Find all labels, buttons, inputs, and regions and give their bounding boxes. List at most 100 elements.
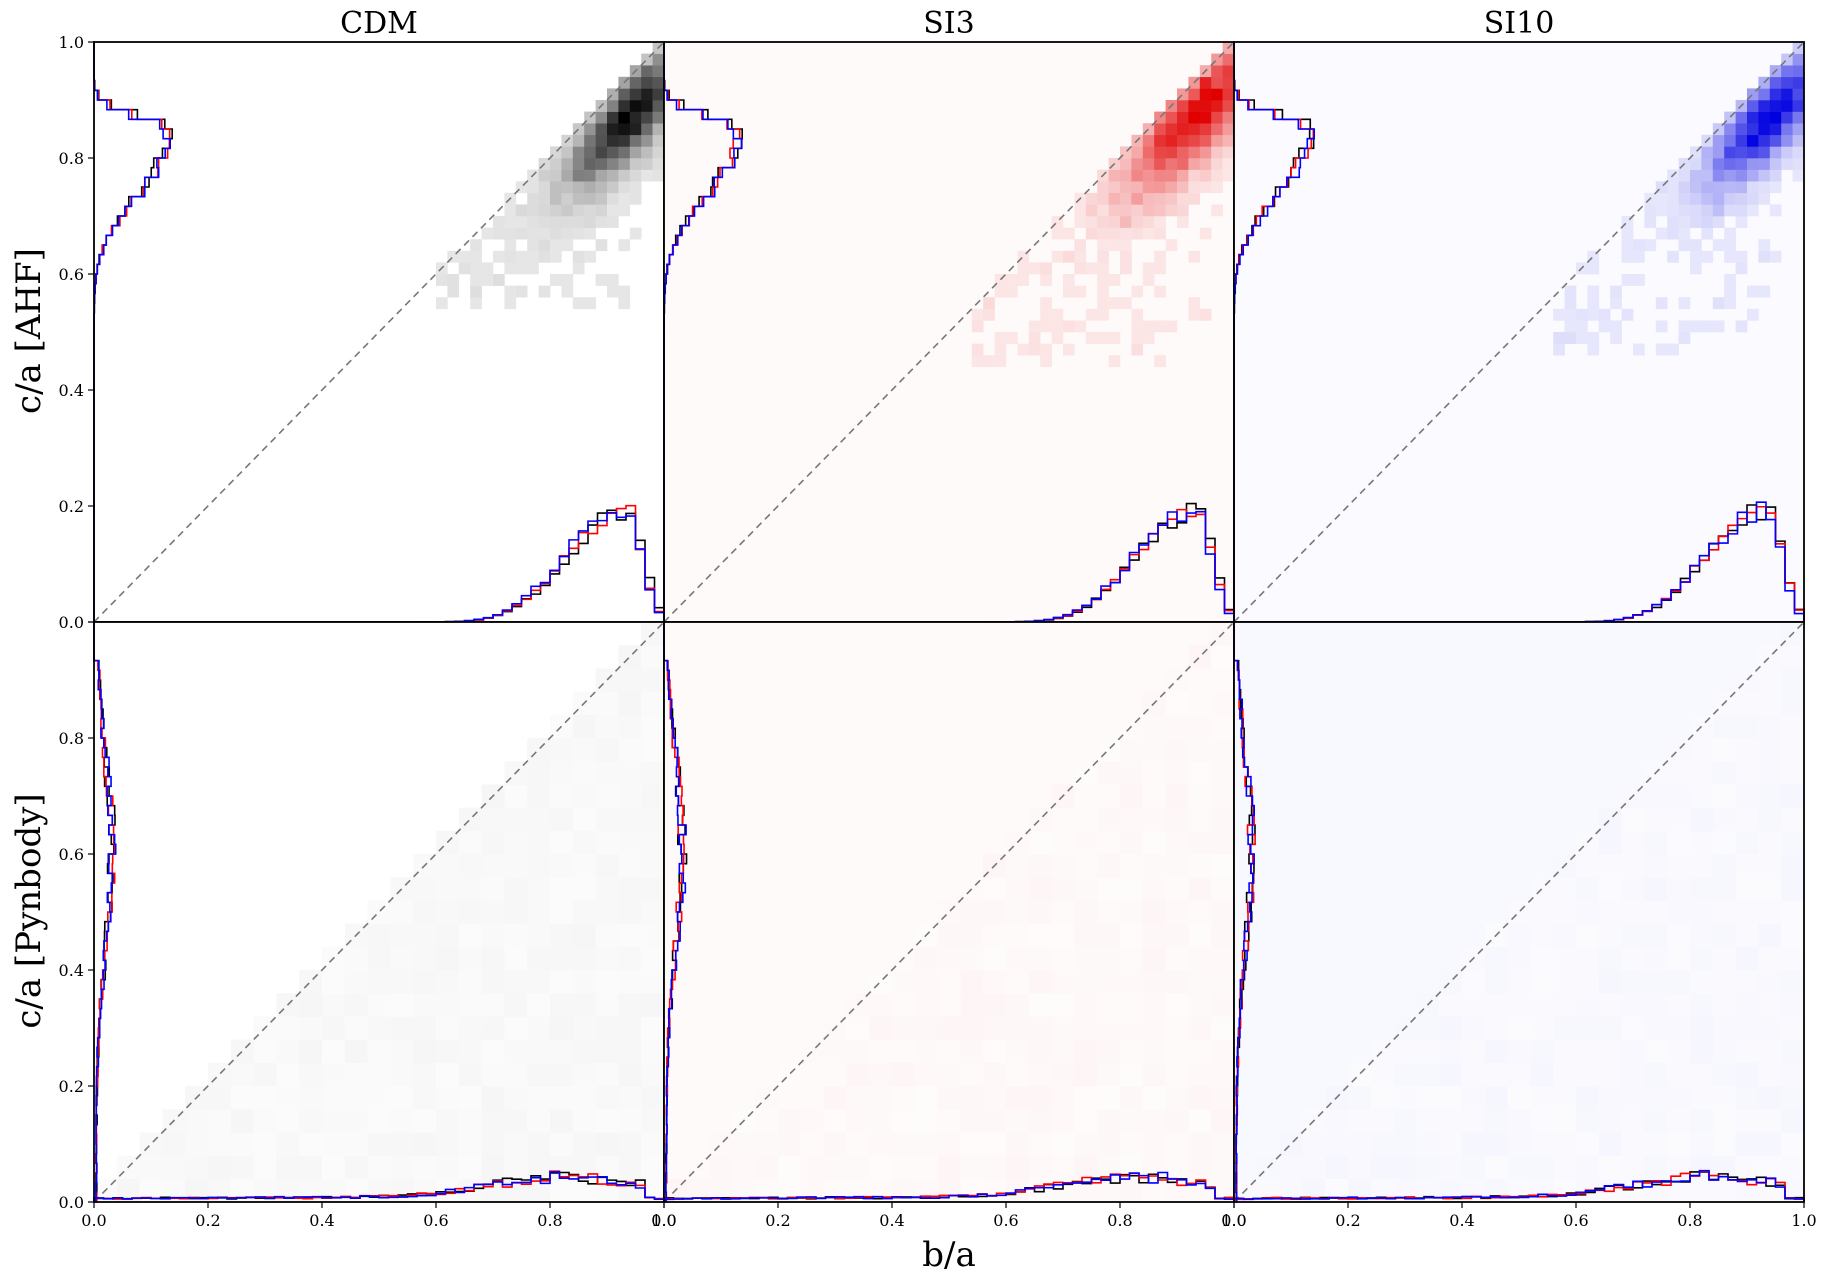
density-cell [869,1016,893,1040]
density-cell [1621,1039,1645,1064]
density-cell [1690,970,1714,994]
density-cell [618,1132,642,1156]
density-cell [1781,88,1793,101]
density-cell [1131,343,1144,356]
density-cell [1553,1155,1577,1180]
density-cell [527,250,539,263]
density-cell [1690,204,1702,217]
density-cell [584,204,596,217]
density-cell [800,1132,824,1156]
density-cell [1188,854,1212,878]
y-tick-label-bottom: 0.6 [59,845,84,864]
density-cell [869,1132,893,1156]
density-cell [1142,146,1155,159]
density-cell [1564,285,1577,298]
density-cell [1530,1132,1554,1156]
density-cell [1188,192,1201,205]
density-cell [1142,923,1166,948]
density-cell [1758,993,1782,1017]
density-cell [1792,76,1805,89]
density-cell [1655,227,1668,240]
density-cell [1712,1086,1736,1110]
density-cell [1769,204,1782,217]
density-cell [1051,1016,1075,1040]
density-cell [1154,158,1166,170]
density-cell [1211,146,1223,159]
density-cell [755,1178,779,1203]
density-cell [1507,1086,1531,1110]
density-cell [1690,1062,1714,1087]
density-cell [1006,877,1030,901]
density-cell [550,738,574,762]
density-cell [1177,192,1189,205]
density-cell [1735,134,1748,147]
density-cell [892,970,916,994]
x-tick-label: 0.0 [651,1211,676,1230]
density-cell [561,274,574,286]
density-cell [436,1178,460,1203]
density-cell [1712,761,1736,785]
density-cell [1416,1062,1440,1087]
density-cell [1655,343,1668,356]
density-cell [1747,204,1759,217]
density-cell [1690,923,1714,948]
density-cell [1712,123,1725,136]
density-cell [1131,285,1144,298]
density-cell [618,134,631,147]
density-cell [1530,1062,1554,1087]
density-cell [1188,146,1201,159]
density-cell [629,111,642,124]
density-cell [1051,1062,1075,1087]
x-tick-label: 0.0 [81,1211,106,1230]
density-cell [1131,204,1144,217]
density-cell [1678,239,1691,252]
x-tick-label: 1.0 [1221,1211,1246,1230]
density-cell [1370,1155,1394,1180]
density-cell [208,1109,232,1133]
panel-frame [1233,621,1805,1203]
density-cell [1484,946,1508,971]
density-cell [1199,146,1212,159]
density-cell [1621,1109,1645,1133]
density-cell [595,204,608,217]
density-cell [1781,1109,1805,1133]
density-cell [253,1086,277,1110]
density-cell [1188,158,1201,170]
density-cell [458,877,482,901]
density-cell [572,262,585,275]
density-cell [322,1039,346,1064]
density-cell [1325,1132,1349,1156]
density-cell [1177,158,1189,170]
density-cell [869,1062,893,1087]
density-cell [892,1178,916,1203]
density-cell [618,297,631,310]
density-cell [1781,946,1805,971]
density-cell [1781,76,1793,89]
density-cell [595,830,619,855]
density-cell [1781,714,1805,739]
density-cell [1108,216,1121,228]
density-cell [1553,877,1577,901]
density-cell [1724,285,1736,298]
density-cell [572,204,585,217]
density-cell [1690,784,1714,808]
density-cell [230,1062,254,1087]
density-cell [983,1086,1007,1110]
density-cell [1758,250,1771,263]
density-cell [618,123,631,136]
density-cell [595,146,608,159]
density-cell [618,1086,642,1110]
density-cell [1188,668,1212,692]
density-cell [1781,900,1805,924]
density-cell [185,1109,209,1133]
density-cell [1712,877,1736,901]
density-cell [629,88,642,101]
density-cell [550,1178,574,1203]
density-cell [1781,1178,1805,1203]
density-cell [344,946,368,971]
density-cell [892,993,916,1017]
density-cell [1074,1178,1098,1203]
density-cell [1701,320,1714,333]
density-cell [1576,1155,1600,1180]
xlabel: b/a [922,1235,976,1275]
